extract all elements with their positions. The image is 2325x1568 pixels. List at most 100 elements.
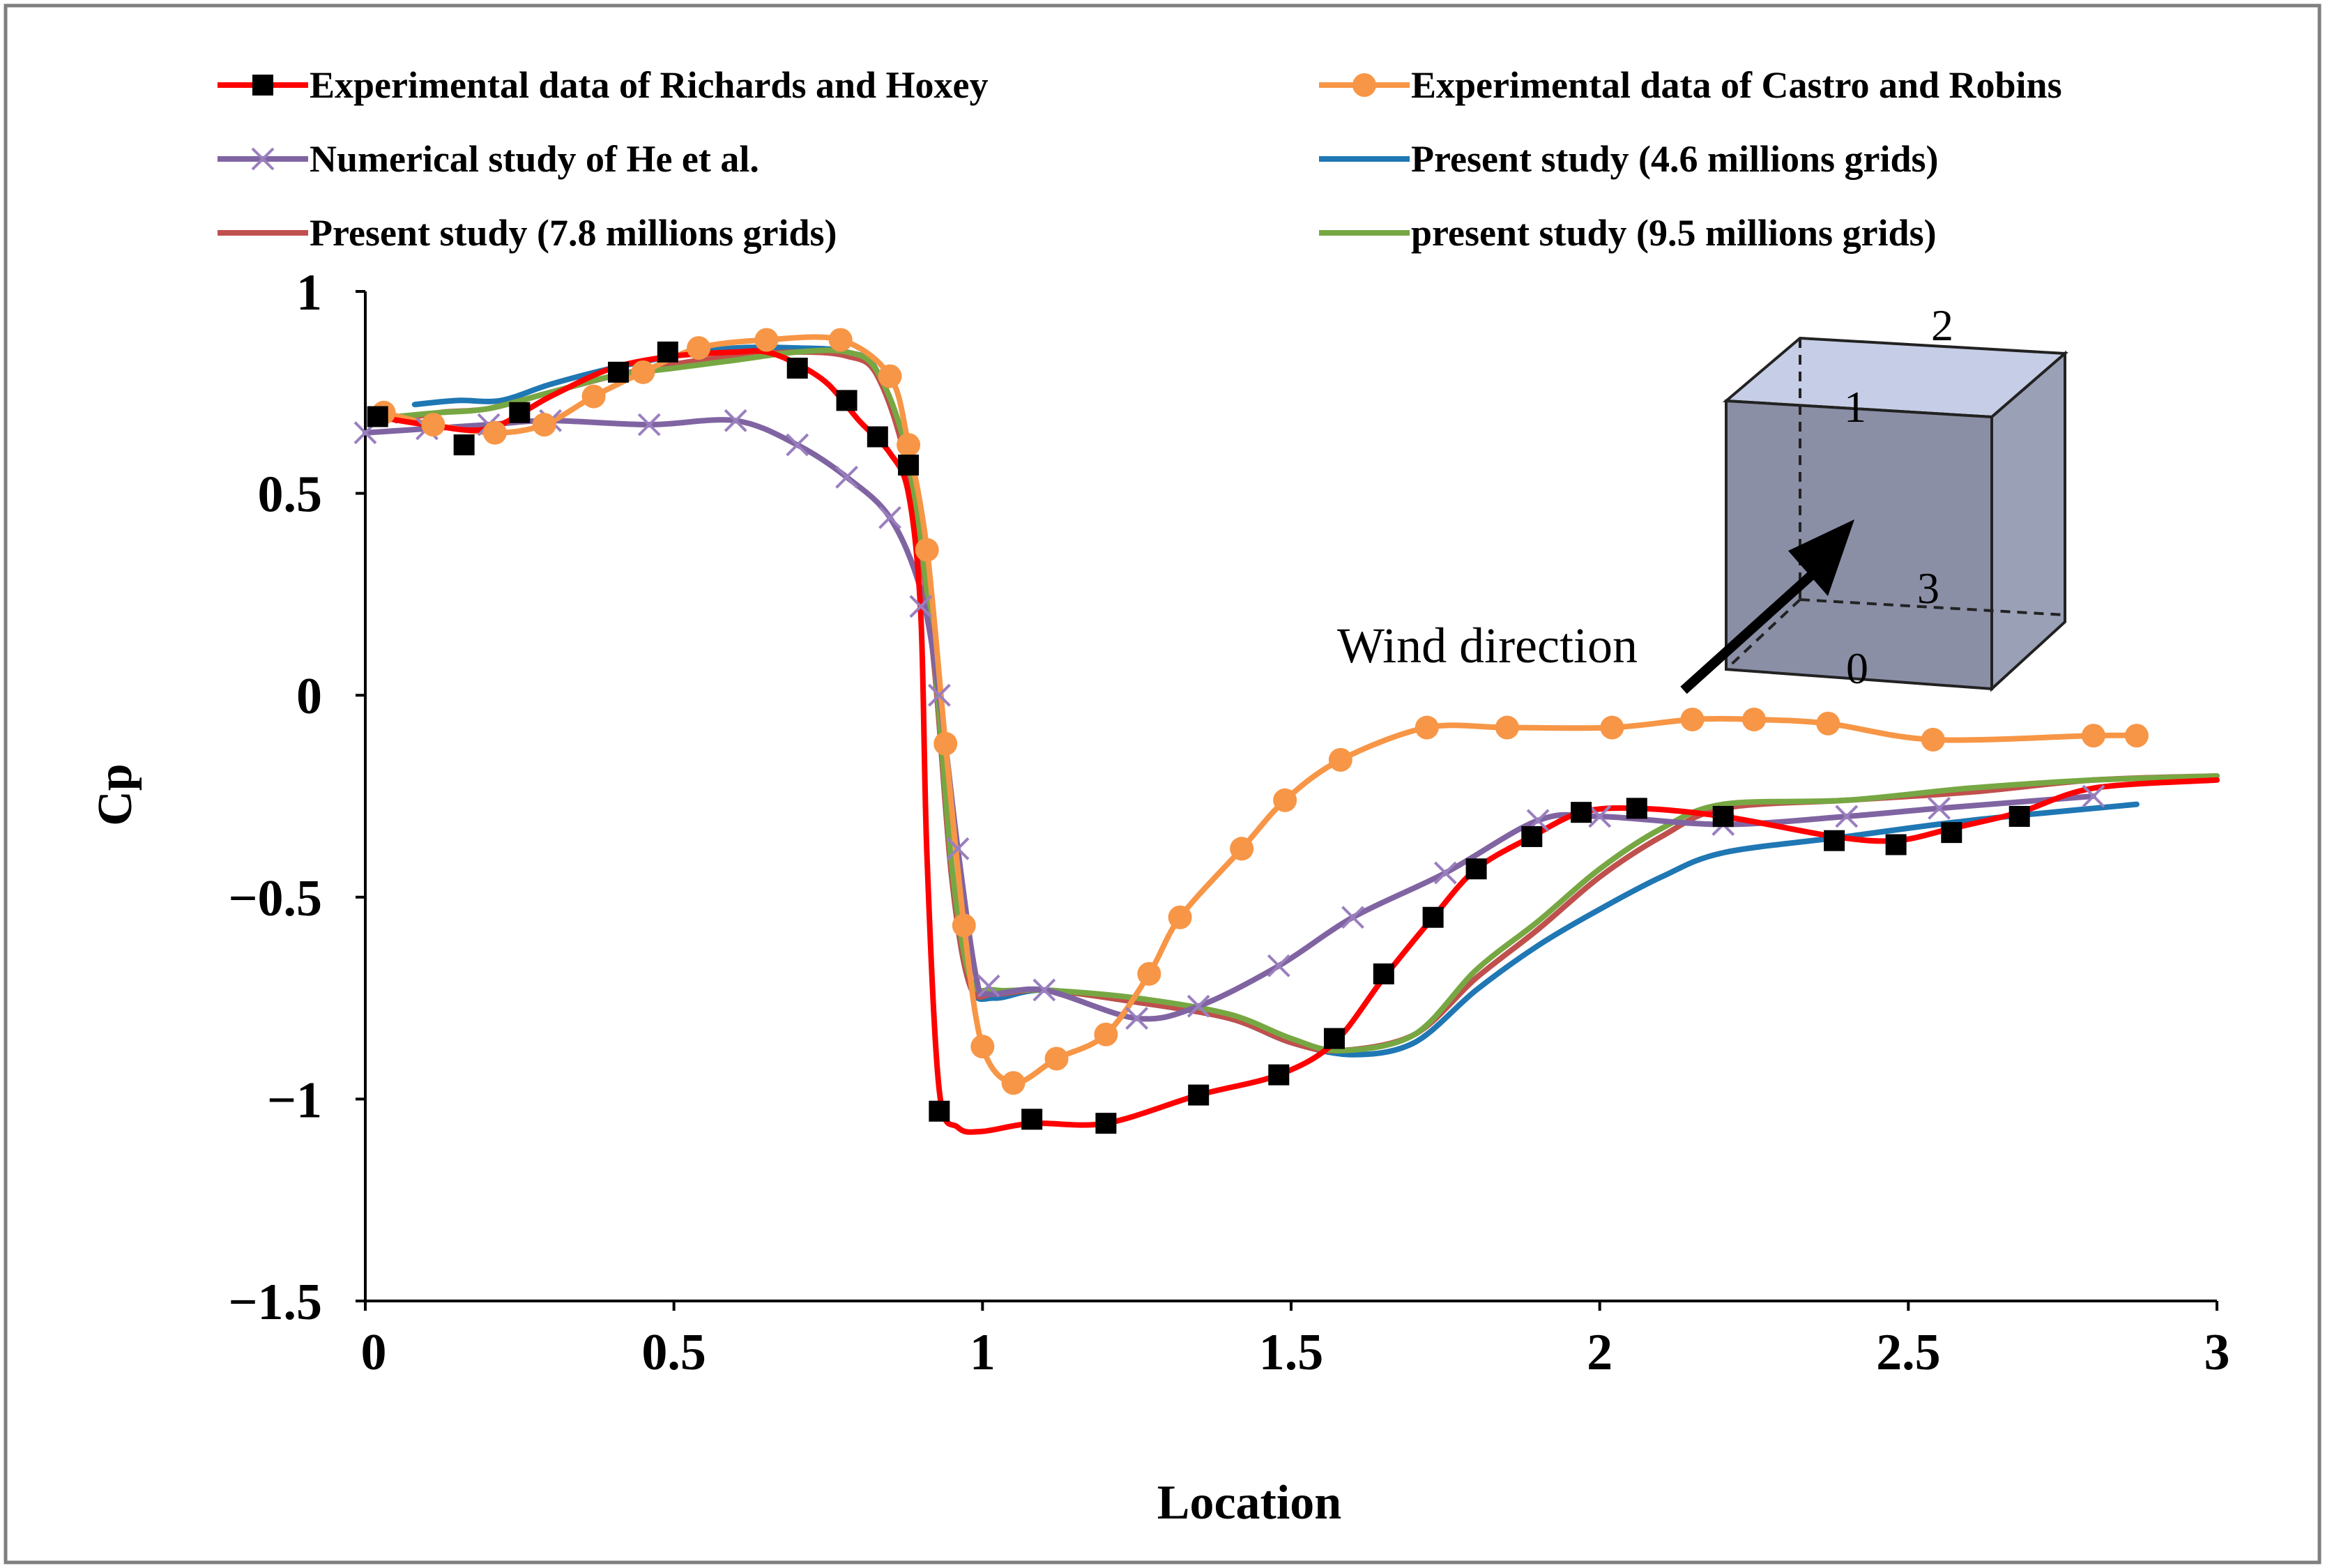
data-point-experimental-data-of-castro-and-robins [1328,747,1352,772]
x-tick-label: 0.5 [641,1324,706,1381]
legend-marker [1352,73,1376,97]
data-point-experimental-data-of-castro-and-robins [897,433,921,457]
data-point-numerical-study-of-he-et-al [1187,994,1210,1018]
data-point-experimental-data-of-castro-and-robins [754,328,779,352]
data-point-experimental-data-of-castro-and-robins [2124,724,2149,748]
legend-label: Experimental data of Castro and Robins [1411,64,2062,106]
data-point-experimental-data-of-richards-and-hoxey [367,406,388,427]
data-point-experimental-data-of-richards-and-hoxey [1188,1084,1210,1106]
data-point-experimental-data-of-castro-and-robins [1921,727,1945,752]
data-point-experimental-data-of-richards-and-hoxey [898,455,920,476]
y-tick-label: −1.5 [228,1274,322,1331]
data-point-numerical-study-of-he-et-al [1928,796,1951,820]
figure-border [3,3,2322,1565]
data-point-experimental-data-of-castro-and-robins [1816,711,1840,736]
data-point-experimental-data-of-castro-and-robins [1168,905,1192,929]
data-point-numerical-study-of-he-et-al [2082,784,2105,808]
x-tick-label: 1.5 [1259,1324,1324,1381]
data-point-experimental-data-of-richards-and-hoxey [1885,834,1907,855]
data-point-experimental-data-of-castro-and-robins [915,538,939,562]
legend-label: Present study (4.6 millions grids) [1411,138,1939,180]
data-point-experimental-data-of-castro-and-robins [970,1035,995,1059]
legend-entry-experimental-data-of-richards-and-hoxey: Experimental data of Richards and Hoxey [218,64,989,106]
data-point-experimental-data-of-castro-and-robins [687,336,711,360]
legend-label: present study (9.5 millions grids) [1411,212,1937,254]
data-point-numerical-study-of-he-et-al [1125,1007,1149,1030]
legend-entry-numerical-study-of-he-et-al: Numerical study of He et al. [218,138,759,180]
cube-hidden-edge-left [1725,598,1801,671]
data-point-experimental-data-of-castro-and-robins [581,384,606,409]
x-axis-title: Location [1157,1476,1341,1530]
legend-marker [251,147,275,171]
data-point-experimental-data-of-richards-and-hoxey [657,341,678,363]
data-point-experimental-data-of-richards-and-hoxey [2008,805,2030,827]
axis-ticks: 0 0.5 1 1.5 2 2.5 3 1 0.5 0 −0.5 −1 −1.5 [228,264,2229,1381]
legend-entry-present-study-7-8-millions-grids: Present study (7.8 millions grids) [218,212,837,254]
data-point-experimental-data-of-richards-and-hoxey [1712,805,1734,827]
data-point-experimental-data-of-castro-and-robins [1273,788,1297,812]
cube-label-2: 2 [1931,300,1953,350]
data-point-numerical-study-of-he-et-al [946,837,970,860]
data-point-numerical-study-of-he-et-al [724,409,747,432]
data-point-experimental-data-of-richards-and-hoxey [786,358,808,379]
data-point-experimental-data-of-richards-and-hoxey [1268,1064,1290,1086]
data-point-experimental-data-of-richards-and-hoxey [1521,825,1543,847]
legend-entry-experimental-data-of-castro-and-robins: Experimental data of Castro and Robins [1319,64,2062,106]
data-point-experimental-data-of-castro-and-robins [933,731,958,756]
y-tick-label: 0 [296,668,322,725]
data-point-numerical-study-of-he-et-al [1267,954,1290,977]
y-axis-title: Cp [89,763,142,825]
data-point-experimental-data-of-richards-and-hoxey [1941,822,1962,844]
data-point-numerical-study-of-he-et-al [927,683,951,707]
series-markers [353,328,2149,1134]
series-line-numerical-study-of-he-et-al [363,417,2096,1022]
data-point-experimental-data-of-castro-and-robins [631,360,655,384]
legend: Experimental data of Richards and Hoxey E… [218,64,2062,254]
data-point-experimental-data-of-castro-and-robins [1230,837,1254,861]
data-point-experimental-data-of-richards-and-hoxey [1323,1028,1345,1049]
legend-label: Present study (7.8 millions grids) [310,212,837,254]
legend-entry-present-study-4-6-millions-grids: Present study (4.6 millions grids) [1319,138,1939,180]
data-point-experimental-data-of-richards-and-hoxey [1095,1113,1117,1134]
data-point-numerical-study-of-he-et-al [878,505,901,529]
data-point-experimental-data-of-castro-and-robins [1137,961,1161,986]
x-tick-label: 1 [970,1324,996,1381]
data-point-experimental-data-of-richards-and-hoxey [1373,963,1394,984]
legend-label: Experimental data of Richards and Hoxey [310,64,989,106]
data-point-experimental-data-of-richards-and-hoxey [607,361,629,383]
data-point-experimental-data-of-castro-and-robins [828,328,853,352]
data-point-numerical-study-of-he-et-al [1588,805,1612,828]
data-point-experimental-data-of-richards-and-hoxey [1824,830,1845,851]
data-point-experimental-data-of-richards-and-hoxey [836,390,857,411]
x-tick-label: 2 [1587,1324,1613,1381]
data-point-numerical-study-of-he-et-al [637,413,661,436]
data-point-experimental-data-of-richards-and-hoxey [867,426,888,448]
cube-label-3: 3 [1917,563,1939,613]
series-line-experimental-data-of-richards-and-hoxey [374,348,2220,1135]
y-tick-label: 0.5 [258,466,323,524]
data-point-experimental-data-of-richards-and-hoxey [1422,906,1444,928]
data-point-experimental-data-of-castro-and-robins [1742,707,1766,731]
data-point-experimental-data-of-castro-and-robins [1495,715,1519,740]
data-point-experimental-data-of-richards-and-hoxey [509,402,531,423]
y-tick-label: 1 [296,264,322,321]
data-point-experimental-data-of-richards-and-hoxey [1571,802,1592,823]
data-point-experimental-data-of-castro-and-robins [532,413,556,437]
data-point-numerical-study-of-he-et-al [977,974,1000,998]
cube-label-0: 0 [1846,644,1868,693]
data-point-experimental-data-of-castro-and-robins [878,364,902,388]
data-point-experimental-data-of-richards-and-hoxey [929,1100,950,1122]
data-point-experimental-data-of-castro-and-robins [1680,707,1705,731]
x-tick-label: 2.5 [1876,1324,1941,1381]
x-tick-label: 0 [361,1324,387,1381]
data-point-experimental-data-of-castro-and-robins [1600,715,1624,740]
data-point-experimental-data-of-richards-and-hoxey [1626,798,1647,819]
data-point-experimental-data-of-castro-and-robins [482,420,507,445]
data-point-numerical-study-of-he-et-al [1341,906,1364,929]
legend-label: Numerical study of He et al. [310,138,759,180]
wind-arrow-shaft [1680,561,1827,694]
data-point-numerical-study-of-he-et-al [909,595,933,618]
data-point-experimental-data-of-castro-and-robins [421,413,445,437]
y-tick-label: −0.5 [228,870,322,927]
data-point-experimental-data-of-castro-and-robins [1415,715,1439,740]
